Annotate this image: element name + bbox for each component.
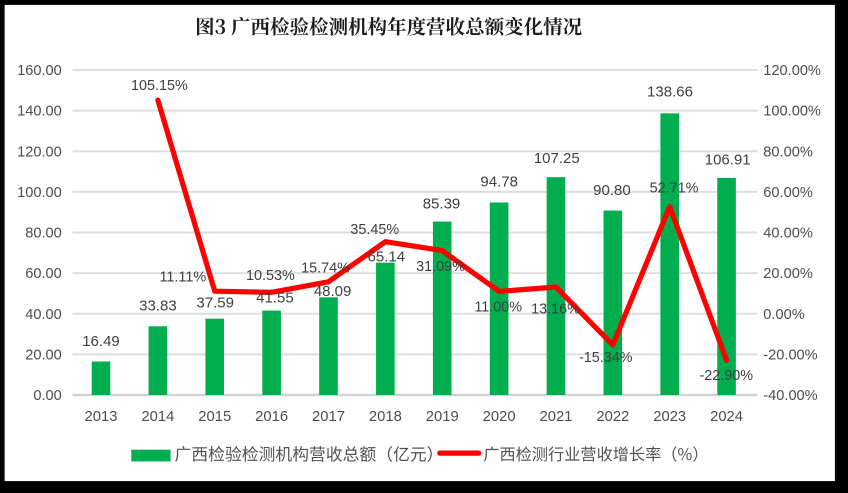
svg-text:2017: 2017 — [312, 409, 345, 425]
svg-text:35.45%: 35.45% — [350, 222, 399, 238]
svg-text:80.00: 80.00 — [25, 226, 62, 242]
svg-text:120.00%: 120.00% — [763, 63, 821, 79]
svg-text:85.39: 85.39 — [423, 195, 461, 212]
svg-text:138.66: 138.66 — [647, 84, 693, 101]
svg-text:2023: 2023 — [653, 409, 686, 425]
svg-text:2014: 2014 — [141, 409, 174, 425]
svg-text:2024: 2024 — [710, 409, 743, 425]
svg-text:48.09: 48.09 — [314, 283, 352, 300]
svg-text:65.14: 65.14 — [368, 249, 406, 266]
svg-text:15.74%: 15.74% — [301, 260, 350, 276]
svg-text:107.25: 107.25 — [534, 150, 580, 167]
svg-text:-20.00%: -20.00% — [763, 347, 817, 363]
svg-text:0.00: 0.00 — [33, 388, 61, 404]
svg-text:33.83: 33.83 — [139, 297, 177, 314]
svg-text:40.00: 40.00 — [25, 307, 62, 323]
svg-text:80.00%: 80.00% — [763, 144, 813, 160]
svg-text:52.71%: 52.71% — [650, 181, 699, 197]
svg-text:31.09%: 31.09% — [416, 259, 465, 275]
svg-text:37.59: 37.59 — [196, 295, 234, 312]
svg-text:16.49: 16.49 — [82, 333, 120, 350]
svg-text:-22.90%: -22.90% — [699, 368, 753, 384]
svg-text:2016: 2016 — [255, 409, 288, 425]
svg-text:2015: 2015 — [198, 409, 231, 425]
svg-text:160.00: 160.00 — [17, 63, 62, 79]
svg-text:2013: 2013 — [85, 409, 118, 425]
svg-text:60.00%: 60.00% — [763, 185, 813, 201]
svg-text:94.78: 94.78 — [480, 173, 518, 190]
svg-text:20.00%: 20.00% — [763, 266, 813, 282]
svg-text:2019: 2019 — [426, 409, 459, 425]
svg-text:40.00%: 40.00% — [763, 226, 813, 242]
svg-text:140.00: 140.00 — [17, 104, 62, 120]
svg-text:2022: 2022 — [596, 409, 629, 425]
svg-text:2020: 2020 — [483, 409, 516, 425]
svg-text:11.00%: 11.00% — [474, 299, 522, 315]
svg-text:-40.00%: -40.00% — [763, 388, 817, 404]
svg-text:90.80: 90.80 — [593, 182, 631, 199]
svg-text:2018: 2018 — [369, 409, 402, 425]
svg-text:41.55: 41.55 — [256, 289, 294, 306]
svg-text:120.00: 120.00 — [17, 144, 62, 160]
svg-text:105.15%: 105.15% — [131, 78, 188, 94]
svg-text:13.16%: 13.16% — [531, 301, 580, 317]
svg-text:100.00: 100.00 — [17, 185, 62, 201]
svg-text:11.11%: 11.11% — [159, 269, 206, 285]
svg-text:2021: 2021 — [539, 409, 572, 425]
svg-text:100.00%: 100.00% — [763, 104, 821, 120]
svg-text:60.00: 60.00 — [25, 266, 62, 282]
svg-text:10.53%: 10.53% — [246, 268, 295, 284]
svg-text:106.91: 106.91 — [705, 151, 751, 168]
svg-text:-15.34%: -15.34% — [579, 350, 633, 366]
svg-text:20.00: 20.00 — [25, 347, 62, 363]
svg-text:0.00%: 0.00% — [763, 307, 804, 323]
